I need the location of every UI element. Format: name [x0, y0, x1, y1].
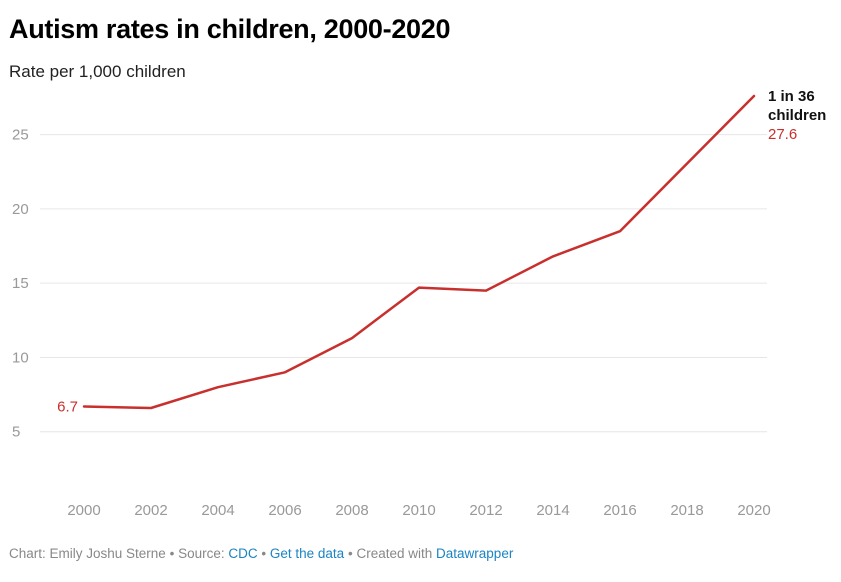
gridlines [40, 134, 767, 433]
end-value-label: 27.6 [768, 126, 797, 143]
y-tick-label: 15 [12, 275, 29, 292]
footer-created-with: Created with [356, 546, 433, 561]
x-tick-label: 2018 [670, 502, 703, 519]
y-tick-label: 5 [12, 424, 20, 441]
chart-subtitle: Rate per 1,000 children [9, 62, 186, 81]
get-data-link[interactable]: Get the data [269, 546, 345, 561]
end-annotation-line1: 1 in 36 [768, 88, 815, 105]
start-value-label: 6.7 [57, 398, 78, 415]
datawrapper-link[interactable]: Datawrapper [436, 546, 514, 561]
footer-source-label: Source: [178, 546, 225, 561]
x-tick-label: 2010 [402, 502, 435, 519]
series [82, 94, 756, 410]
x-tick-label: 2004 [201, 502, 234, 519]
source-link[interactable]: CDC [228, 546, 258, 561]
annotations: 6.7 1 in 36 children 27.6 [57, 88, 826, 415]
chart-footer: Chart: Emily Joshu Sterne • Source: CDC … [9, 546, 513, 561]
footer-separator: • [261, 546, 267, 561]
x-tick-label: 2014 [536, 502, 569, 519]
chart-title: Autism rates in children, 2000-2020 [9, 14, 451, 44]
series-line [82, 94, 756, 410]
x-tick-label: 2020 [737, 502, 770, 519]
y-tick-label: 20 [12, 201, 29, 218]
y-axis-ticks: 5 10 15 20 25 [12, 127, 29, 441]
y-tick-label: 10 [12, 349, 29, 366]
footer-author: Chart: Emily Joshu Sterne [9, 546, 166, 561]
y-tick-label: 25 [12, 127, 29, 144]
x-axis-ticks: 2000 2002 2004 2006 2008 2010 2012 2014 2016 2018… [67, 502, 770, 519]
footer-separator: • [347, 546, 353, 561]
x-tick-label: 2000 [67, 502, 100, 519]
x-tick-label: 2002 [134, 502, 167, 519]
footer-separator: • [169, 546, 175, 561]
end-annotation-line2: children [768, 107, 826, 124]
x-tick-label: 2006 [268, 502, 301, 519]
x-tick-label: 2008 [335, 502, 368, 519]
x-tick-label: 2016 [603, 502, 636, 519]
x-tick-label: 2012 [469, 502, 502, 519]
